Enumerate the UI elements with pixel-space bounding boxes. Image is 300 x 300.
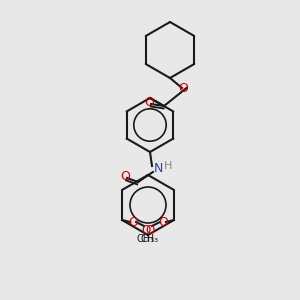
Text: CH₃: CH₃ (137, 234, 155, 244)
Text: O: O (146, 224, 154, 238)
Text: O: O (120, 169, 130, 182)
Text: O: O (178, 82, 188, 94)
Text: O: O (128, 215, 138, 229)
Text: O: O (141, 224, 151, 238)
Text: O: O (158, 215, 168, 229)
Text: CH₃: CH₃ (141, 234, 159, 244)
Text: N: N (153, 161, 163, 175)
Text: O: O (144, 97, 154, 110)
Text: H: H (164, 161, 172, 171)
